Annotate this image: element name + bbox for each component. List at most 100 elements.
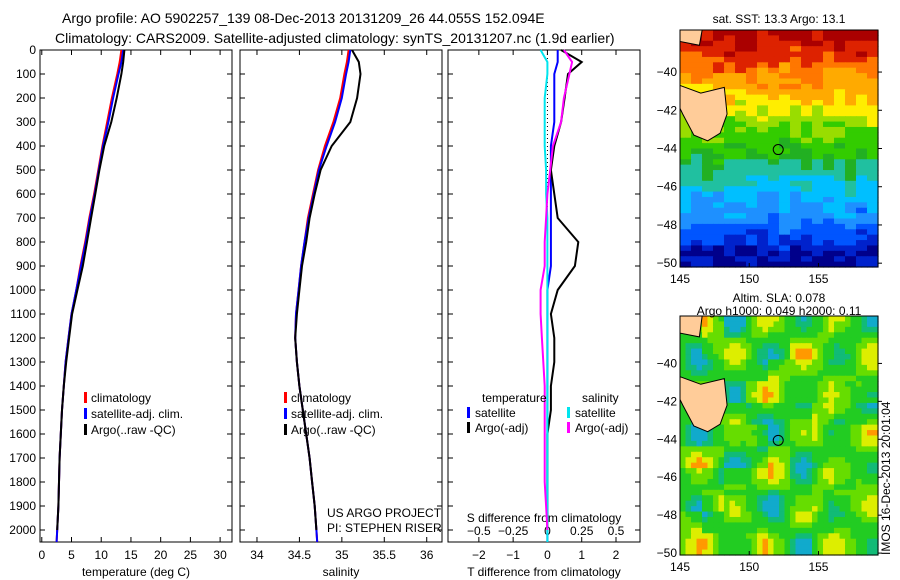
map-cell [718, 533, 725, 540]
map-cell [828, 386, 835, 393]
map-cell [801, 240, 808, 247]
map-cell [740, 94, 747, 101]
map-cell [856, 148, 863, 155]
map-cell [702, 478, 709, 485]
map-cell [713, 462, 720, 469]
map-cell [702, 56, 709, 63]
map-cell [834, 321, 841, 328]
map-cell [740, 408, 747, 415]
map-cell [784, 435, 791, 442]
map-cell [867, 402, 874, 409]
map-cell [729, 73, 736, 80]
map-cell [817, 381, 824, 388]
map-cell [872, 516, 879, 524]
map-cell [828, 397, 835, 404]
map-cell [702, 446, 709, 453]
map-cell [685, 223, 692, 230]
map-cell [845, 105, 852, 112]
map-cell [867, 153, 874, 160]
map-cell [828, 180, 835, 187]
map-cell [779, 223, 786, 230]
map-cell [839, 148, 846, 155]
map-cell [839, 105, 846, 112]
map-cell [845, 83, 852, 90]
map-cell [790, 83, 797, 90]
map-cell [746, 364, 753, 371]
map-cell [790, 89, 797, 96]
map-cell [740, 202, 747, 209]
map-cell [740, 533, 747, 540]
map-cell [757, 440, 764, 447]
map-cell [702, 153, 709, 160]
map-cell [713, 234, 720, 241]
map-cell [724, 332, 731, 339]
map-cell [680, 202, 687, 209]
map-cell [861, 89, 868, 96]
map-cell [713, 435, 720, 442]
map-cell [757, 430, 764, 437]
map-cell [795, 430, 802, 437]
map-cell [856, 143, 863, 150]
legend-label: Argo(-adj) [475, 421, 528, 435]
map-cell [735, 229, 742, 236]
map-cell [850, 186, 857, 193]
map-cell [773, 348, 780, 355]
map-cell [757, 446, 764, 453]
map-cell [724, 386, 731, 393]
map-cell [784, 370, 791, 377]
map-cell [724, 223, 731, 230]
map-cell [685, 430, 692, 437]
map-cell [685, 67, 692, 74]
map-cell [729, 143, 736, 150]
map-cell [812, 457, 819, 464]
map-cell [724, 191, 731, 198]
map-cell [850, 364, 857, 371]
map-cell [751, 148, 758, 155]
map-cell [768, 137, 775, 144]
map-cell [828, 121, 835, 128]
map-cell [746, 375, 753, 382]
map-cell [828, 522, 835, 529]
map-cell [845, 40, 852, 47]
map-cell [784, 175, 791, 182]
map-cell [773, 250, 780, 257]
map-cell [839, 100, 846, 107]
map-cell [713, 159, 720, 166]
map-cell [779, 213, 786, 220]
map-cell [757, 495, 764, 502]
map-cell [762, 337, 769, 344]
map-cell [856, 489, 863, 496]
map-cell [784, 408, 791, 415]
map-cell [779, 89, 786, 96]
map-cell [707, 478, 714, 485]
map-cell [746, 105, 753, 112]
map-cell [729, 46, 736, 53]
map-cell [823, 440, 830, 447]
map-cell [762, 516, 769, 524]
map-cell [768, 495, 775, 502]
map-cell [735, 132, 742, 139]
map-cell [735, 121, 742, 128]
map-cell [751, 413, 758, 420]
map-cell [762, 202, 769, 209]
map-cell [729, 478, 736, 485]
map-cell [773, 46, 780, 53]
map-cell [856, 159, 863, 166]
map-cell [856, 100, 863, 107]
map-cell [845, 538, 852, 545]
y-tick-label: 2000 [9, 523, 36, 537]
map-cell [872, 35, 879, 42]
map-cell [850, 78, 857, 85]
map-cell [746, 397, 753, 404]
map-cell [806, 397, 813, 404]
map-cell [795, 51, 802, 58]
map-cell [724, 126, 731, 133]
map-cell [762, 386, 769, 393]
map-cell [784, 180, 791, 187]
map-cell [795, 321, 802, 328]
map-cell [867, 116, 874, 123]
map-cell [812, 121, 819, 128]
map-cell [823, 100, 830, 107]
map-cell [784, 229, 791, 236]
